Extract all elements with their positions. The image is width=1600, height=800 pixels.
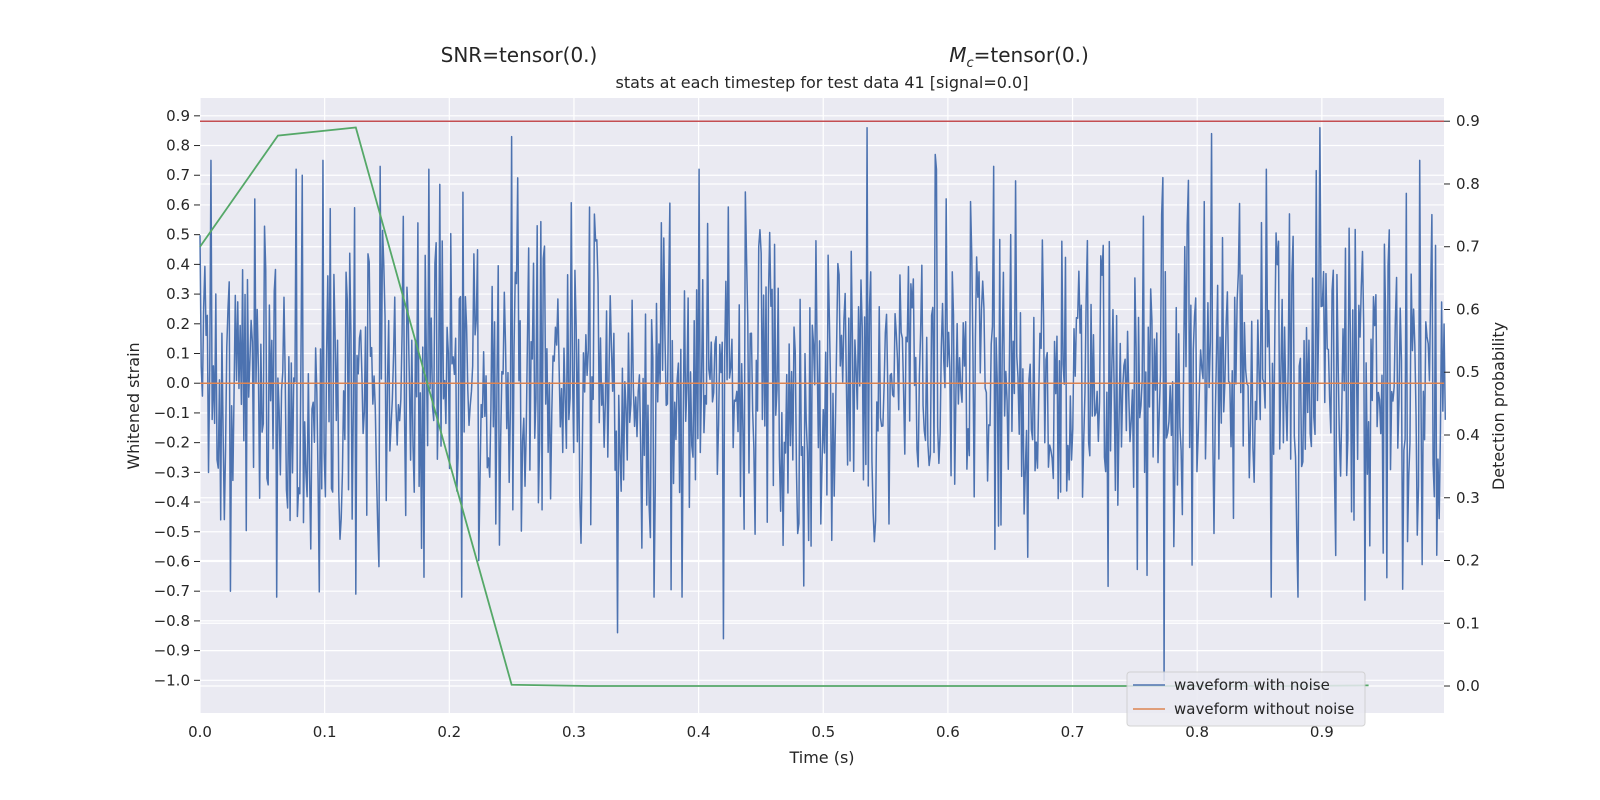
chart-title: stats at each timestep for test data 41 … xyxy=(616,73,1029,92)
y-left-tick-label: −0.3 xyxy=(154,463,190,481)
y-left-tick-label: −0.1 xyxy=(154,404,190,422)
y-left-tick-label: 0.0 xyxy=(166,374,190,392)
y-left-tick-label: −0.5 xyxy=(154,523,190,541)
y-left-tick-label: 0.7 xyxy=(166,166,190,184)
legend-label-noise: waveform with noise xyxy=(1174,676,1330,694)
y-left-tick-label: −0.7 xyxy=(154,582,190,600)
x-tick-label: 0.6 xyxy=(936,723,960,741)
y-left-tick-label: 0.6 xyxy=(166,196,190,214)
x-tick-label: 0.9 xyxy=(1310,723,1334,741)
x-axis-label: Time (s) xyxy=(788,748,854,767)
y-right-tick-label: 0.1 xyxy=(1456,614,1480,632)
y-right-axis-label: Detection probability xyxy=(1489,322,1508,490)
legend: waveform with noise waveform without noi… xyxy=(1126,671,1366,727)
y-left-tick-label: 0.5 xyxy=(166,226,190,244)
x-tick-label: 0.4 xyxy=(687,723,711,741)
y-left-tick-label: −0.4 xyxy=(154,493,190,511)
x-tick-label: 0.8 xyxy=(1185,723,1209,741)
x-tick-label: 0.1 xyxy=(313,723,337,741)
y-right-tick-label: 0.2 xyxy=(1456,552,1480,570)
y-left-tick-label: −0.6 xyxy=(154,552,190,570)
x-tick-label: 0.0 xyxy=(188,723,212,741)
y-left-tick-label: 0.4 xyxy=(166,255,190,273)
x-tick-label: 0.2 xyxy=(437,723,461,741)
y-left-axis-ticks: 0.9 0.8 0.7 0.6 0.5 0.4 0.3 0.2 0.1 0.0 −0.1 −0.2 −0… xyxy=(154,107,200,689)
x-tick-label: 0.3 xyxy=(562,723,586,741)
x-tick-label: 0.5 xyxy=(811,723,835,741)
x-axis-ticks: 0.0 0.1 0.2 0.3 0.4 0.5 0.6 0.7 0.8 0.9 xyxy=(188,723,1334,741)
y-right-tick-label: 0.3 xyxy=(1456,489,1480,507)
y-left-tick-label: −1.0 xyxy=(154,671,190,689)
suptitle-snr: SNR=tensor(0.) xyxy=(441,43,598,67)
y-right-tick-label: 0.5 xyxy=(1456,363,1480,381)
y-right-tick-label: 0.6 xyxy=(1456,300,1480,318)
y-left-tick-label: 0.1 xyxy=(166,345,190,363)
y-left-tick-label: 0.9 xyxy=(166,107,190,125)
y-left-tick-label: 0.2 xyxy=(166,315,190,333)
legend-box xyxy=(1126,671,1366,727)
y-right-tick-label: 0.4 xyxy=(1456,426,1480,444)
y-right-axis-ticks: 0.9 0.8 0.7 0.6 0.5 0.4 0.3 0.2 0.1 0.0 xyxy=(1444,112,1480,695)
y-right-tick-label: 0.7 xyxy=(1456,238,1480,256)
y-left-tick-label: −0.2 xyxy=(154,434,190,452)
plot-area xyxy=(200,98,1444,713)
x-tick-label: 0.7 xyxy=(1061,723,1085,741)
legend-label-clean: waveform without noise xyxy=(1174,700,1354,718)
y-right-tick-label: 0.9 xyxy=(1456,112,1480,130)
suptitle-chirp-mass: Mc=tensor(0.) xyxy=(949,43,1089,71)
y-left-axis-label: Whitened strain xyxy=(124,342,143,469)
y-left-tick-label: −0.9 xyxy=(154,642,190,660)
series-waveform-with-noise xyxy=(199,126,1447,682)
y-left-tick-label: 0.3 xyxy=(166,285,190,303)
y-left-tick-label: −0.8 xyxy=(154,612,190,630)
y-right-tick-label: 0.8 xyxy=(1456,175,1480,193)
y-left-tick-label: 0.8 xyxy=(166,137,190,155)
y-right-tick-label: 0.0 xyxy=(1456,677,1480,695)
